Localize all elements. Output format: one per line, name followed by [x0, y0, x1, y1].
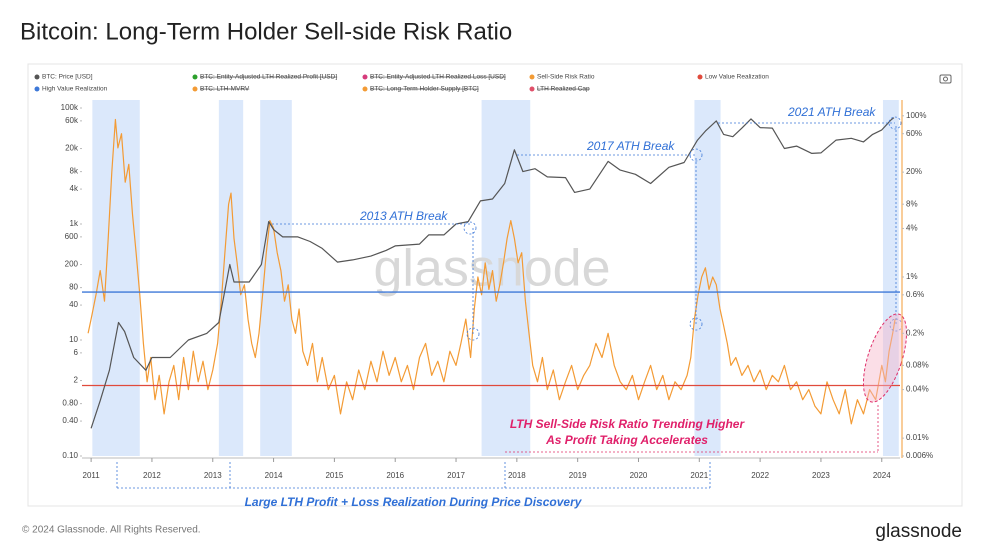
discovery-band [260, 100, 292, 456]
y2-tick-label: 20% [906, 167, 922, 176]
legend-label: High Value Realization [42, 86, 108, 93]
legend-swatch [192, 74, 198, 80]
y-tick-label: 40 [69, 300, 78, 309]
y2-tick-label: 100% [906, 111, 926, 120]
legend-label: BTC: Long-Term Holder Supply [BTC] [370, 86, 479, 93]
legend-swatch [362, 86, 368, 92]
y-tick-label: 4k [70, 184, 79, 193]
title: Bitcoin: Long-Term Holder Sell-side Risk… [20, 18, 512, 45]
x-tick-label: 2023 [812, 471, 830, 480]
footer: © 2024 Glassnode. All Rights Reserved. [22, 525, 201, 536]
y-tick-label: 1k [70, 219, 79, 228]
x-tick-label: 2012 [143, 471, 161, 480]
y-tick-label: 8k [70, 167, 79, 176]
y2-tick-label: 0.08% [906, 360, 929, 369]
x-tick-label: 2019 [569, 471, 587, 480]
annotation: 2021 ATH Break [787, 105, 876, 119]
highlight [505, 313, 908, 453]
legend-label: BTC: LTH-MVRV [200, 86, 250, 93]
x-tick-label: 2024 [873, 471, 891, 480]
logo: glassnode [875, 521, 962, 542]
annotation: LTH Sell-Side Risk Ratio Trending Higher [510, 417, 746, 431]
y2-tick-label: 0.04% [906, 385, 929, 394]
x-tick-label: 2021 [690, 471, 708, 480]
y-tick-label: 20k [65, 144, 79, 153]
legend-swatch [697, 74, 703, 80]
y2-tick-label: 60% [906, 129, 922, 138]
y2-tick-label: 0.6% [906, 290, 924, 299]
legend-label: Low Value Realization [705, 74, 769, 81]
discovery-band [481, 100, 531, 456]
y2-tick-label: 1% [906, 272, 918, 281]
x-tick-label: 2011 [83, 471, 101, 480]
y2-tick-label: 4% [906, 224, 918, 233]
y-tick-label: 6 [74, 348, 79, 357]
y2-tick-label: 0.01% [906, 433, 929, 442]
y-tick-label: 200 [65, 260, 79, 269]
x-tick-label: 2018 [508, 471, 526, 480]
annotation: 2017 ATH Break [586, 139, 675, 153]
legend-swatch [34, 86, 40, 92]
y-tick-label: 2 [74, 376, 79, 385]
y2-tick-label: 8% [906, 199, 918, 208]
legend-swatch [34, 74, 40, 80]
legend-label: LTH Realized Cap [537, 86, 590, 93]
annotation: Large LTH Profit + Loss Realization Duri… [245, 495, 583, 509]
legend-label: BTC: Entity-Adjusted LTH Realized Loss [… [370, 74, 506, 81]
y2-tick-label: 0.2% [906, 328, 924, 337]
x-tick-label: 2015 [325, 471, 343, 480]
series-line [87, 118, 896, 425]
y-tick-label: 0.10 [62, 451, 78, 460]
x-tick-label: 2014 [265, 471, 283, 480]
y-tick-label: 0.40 [62, 416, 78, 425]
y-tick-label: 100k [61, 103, 79, 112]
watermark: glassnode [373, 240, 610, 298]
y2-tick-label: 0.006% [906, 451, 933, 460]
x-tick-label: 2017 [447, 471, 465, 480]
x-tick-label: 2022 [751, 471, 769, 480]
legend-swatch [529, 74, 535, 80]
legend-swatch [529, 86, 535, 92]
x-tick-label: 2016 [386, 471, 404, 480]
x-tick-label: 2013 [204, 471, 222, 480]
camera-icon[interactable] [939, 74, 952, 84]
legend-label: BTC: Entity-Adjusted LTH Realized Profit… [200, 74, 337, 81]
y-tick-label: 80 [69, 283, 78, 292]
legend-label: BTC: Price [USD] [42, 74, 93, 81]
y-tick-label: 10 [69, 335, 78, 344]
y-tick-label: 60k [65, 116, 79, 125]
annotation: As Profit Taking Accelerates [545, 433, 708, 447]
y-tick-label: 600 [65, 232, 79, 241]
legend-swatch [192, 86, 198, 92]
y-tick-label: 0.80 [62, 399, 78, 408]
discovery-band [92, 100, 140, 456]
annotation: 2013 ATH Break [359, 209, 448, 223]
x-tick-label: 2020 [630, 471, 648, 480]
legend-swatch [362, 74, 368, 80]
discovery-band [882, 100, 899, 456]
series-line [90, 117, 895, 429]
legend-label: Sell-Side Risk Ratio [537, 74, 595, 81]
